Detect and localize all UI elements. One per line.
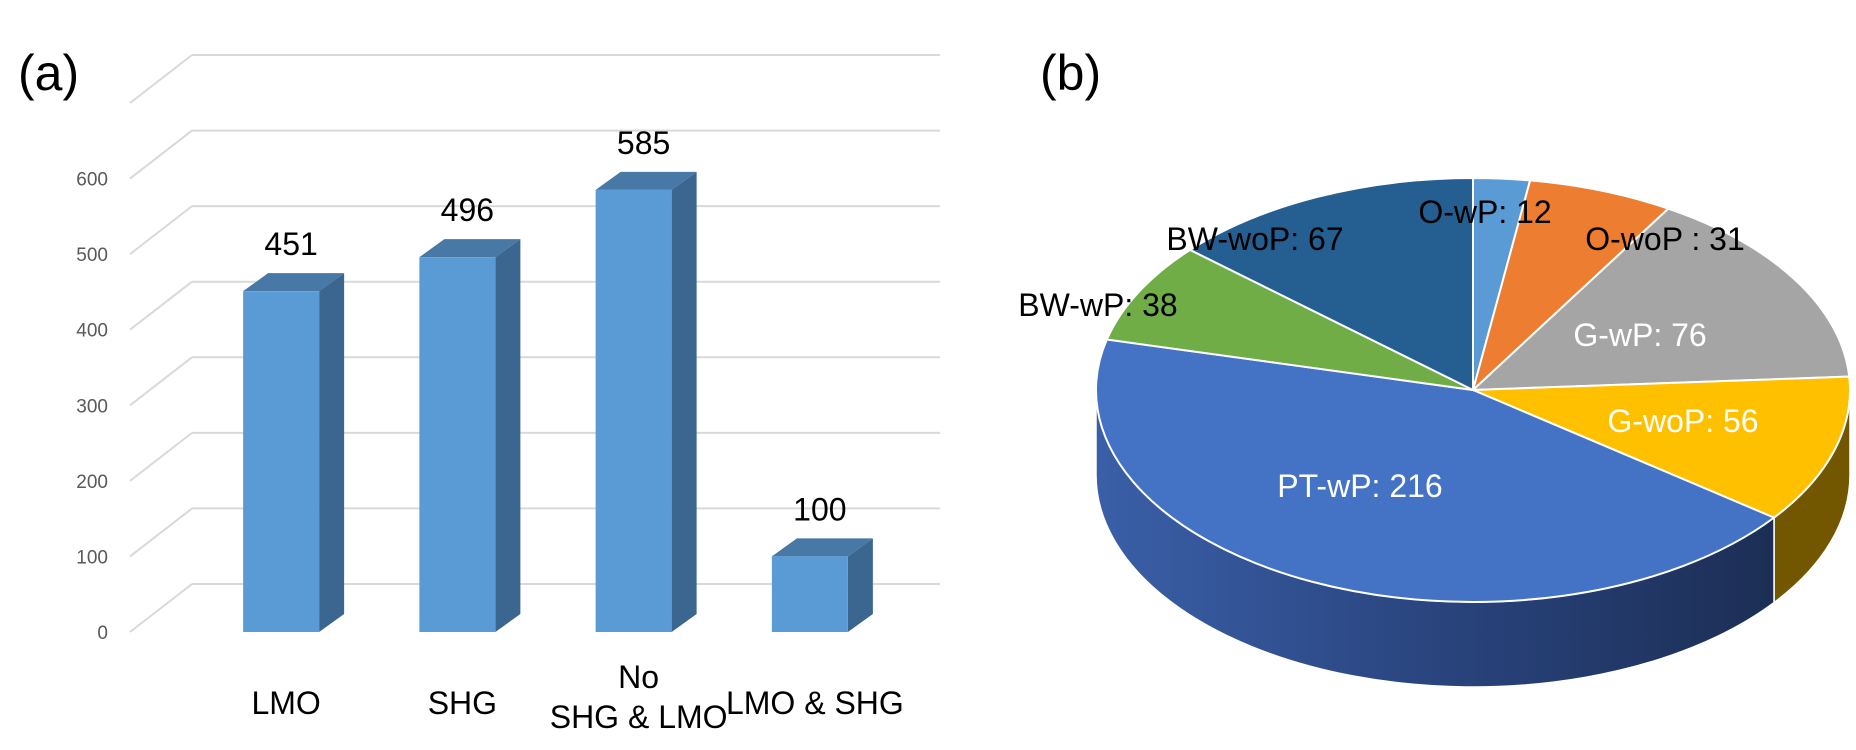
gridline-floor <box>129 583 193 633</box>
y-tick-label: 500 <box>76 245 108 266</box>
data-label: 451 <box>264 226 317 262</box>
pie-top <box>1095 176 1851 603</box>
y-tick-label: 300 <box>76 396 108 417</box>
y-tick-label: 600 <box>76 170 108 191</box>
bar <box>243 273 345 632</box>
bar-side <box>495 239 521 632</box>
pie-chart: O-wP: 12 O-woP : 31 G-wP: 76 G-woP: 56 PT-wP… <box>1018 176 1851 688</box>
pie-slice-label: G-wP: 76 <box>1573 317 1706 353</box>
bar-top <box>419 239 521 258</box>
bar-front <box>419 257 496 632</box>
data-label: 585 <box>617 125 670 161</box>
bar-front <box>243 291 320 632</box>
bar <box>595 171 697 632</box>
pie-slice <box>1095 338 1777 603</box>
y-tick-label: 100 <box>76 547 108 568</box>
panel-b-label: (b) <box>1040 45 1101 101</box>
y-tick-label: 200 <box>76 472 108 493</box>
gridline-floor <box>129 432 193 482</box>
bar <box>419 239 521 632</box>
bar-top <box>771 538 873 557</box>
category-label: LMO <box>251 685 320 721</box>
pie-slice-label: BW-wP: 38 <box>1018 287 1177 323</box>
gridline-floor <box>129 205 193 255</box>
pie-slice <box>1105 248 1474 391</box>
pie-slice <box>1470 207 1851 392</box>
bar-side <box>671 171 697 632</box>
bar-side <box>847 538 873 632</box>
category-label: LMO & SHG <box>726 685 904 721</box>
bar-front <box>595 189 672 632</box>
pie-slice-label: BW-woP: 67 <box>1166 221 1343 257</box>
pie-slice <box>1472 375 1851 519</box>
bar-top <box>243 273 345 292</box>
bar-top <box>595 171 697 190</box>
category-label: No <box>618 659 659 695</box>
pie-slice-label: O-woP : 31 <box>1585 221 1744 257</box>
pie-slice <box>1188 176 1474 392</box>
category-label: SHG & LMO <box>550 699 728 735</box>
panel-a-label: (a) <box>18 45 79 101</box>
pie-slice-label: PT-wP: 216 <box>1277 468 1442 504</box>
gridline-floor <box>129 54 193 104</box>
y-tick-label: 400 <box>76 321 108 342</box>
data-label: 100 <box>793 491 846 527</box>
pie-slice-label: O-wP: 12 <box>1418 194 1551 230</box>
gridline-floor <box>129 129 193 180</box>
bar <box>771 538 873 632</box>
pie-slice-label: G-woP: 56 <box>1607 403 1758 439</box>
bar-front <box>771 556 848 632</box>
gridline-floor <box>129 356 193 407</box>
y-tick-label: 0 <box>97 623 108 644</box>
bar-chart: 0 100 200 300 400 500 600 451 LMO 496 SHG 585 No SHG … <box>76 54 940 735</box>
data-label: 496 <box>441 192 494 228</box>
gridline-floor <box>129 280 193 331</box>
gridline-floor <box>129 507 193 558</box>
pie-slice <box>1471 179 1671 394</box>
bar-side <box>319 273 345 632</box>
category-label: SHG <box>428 685 497 721</box>
